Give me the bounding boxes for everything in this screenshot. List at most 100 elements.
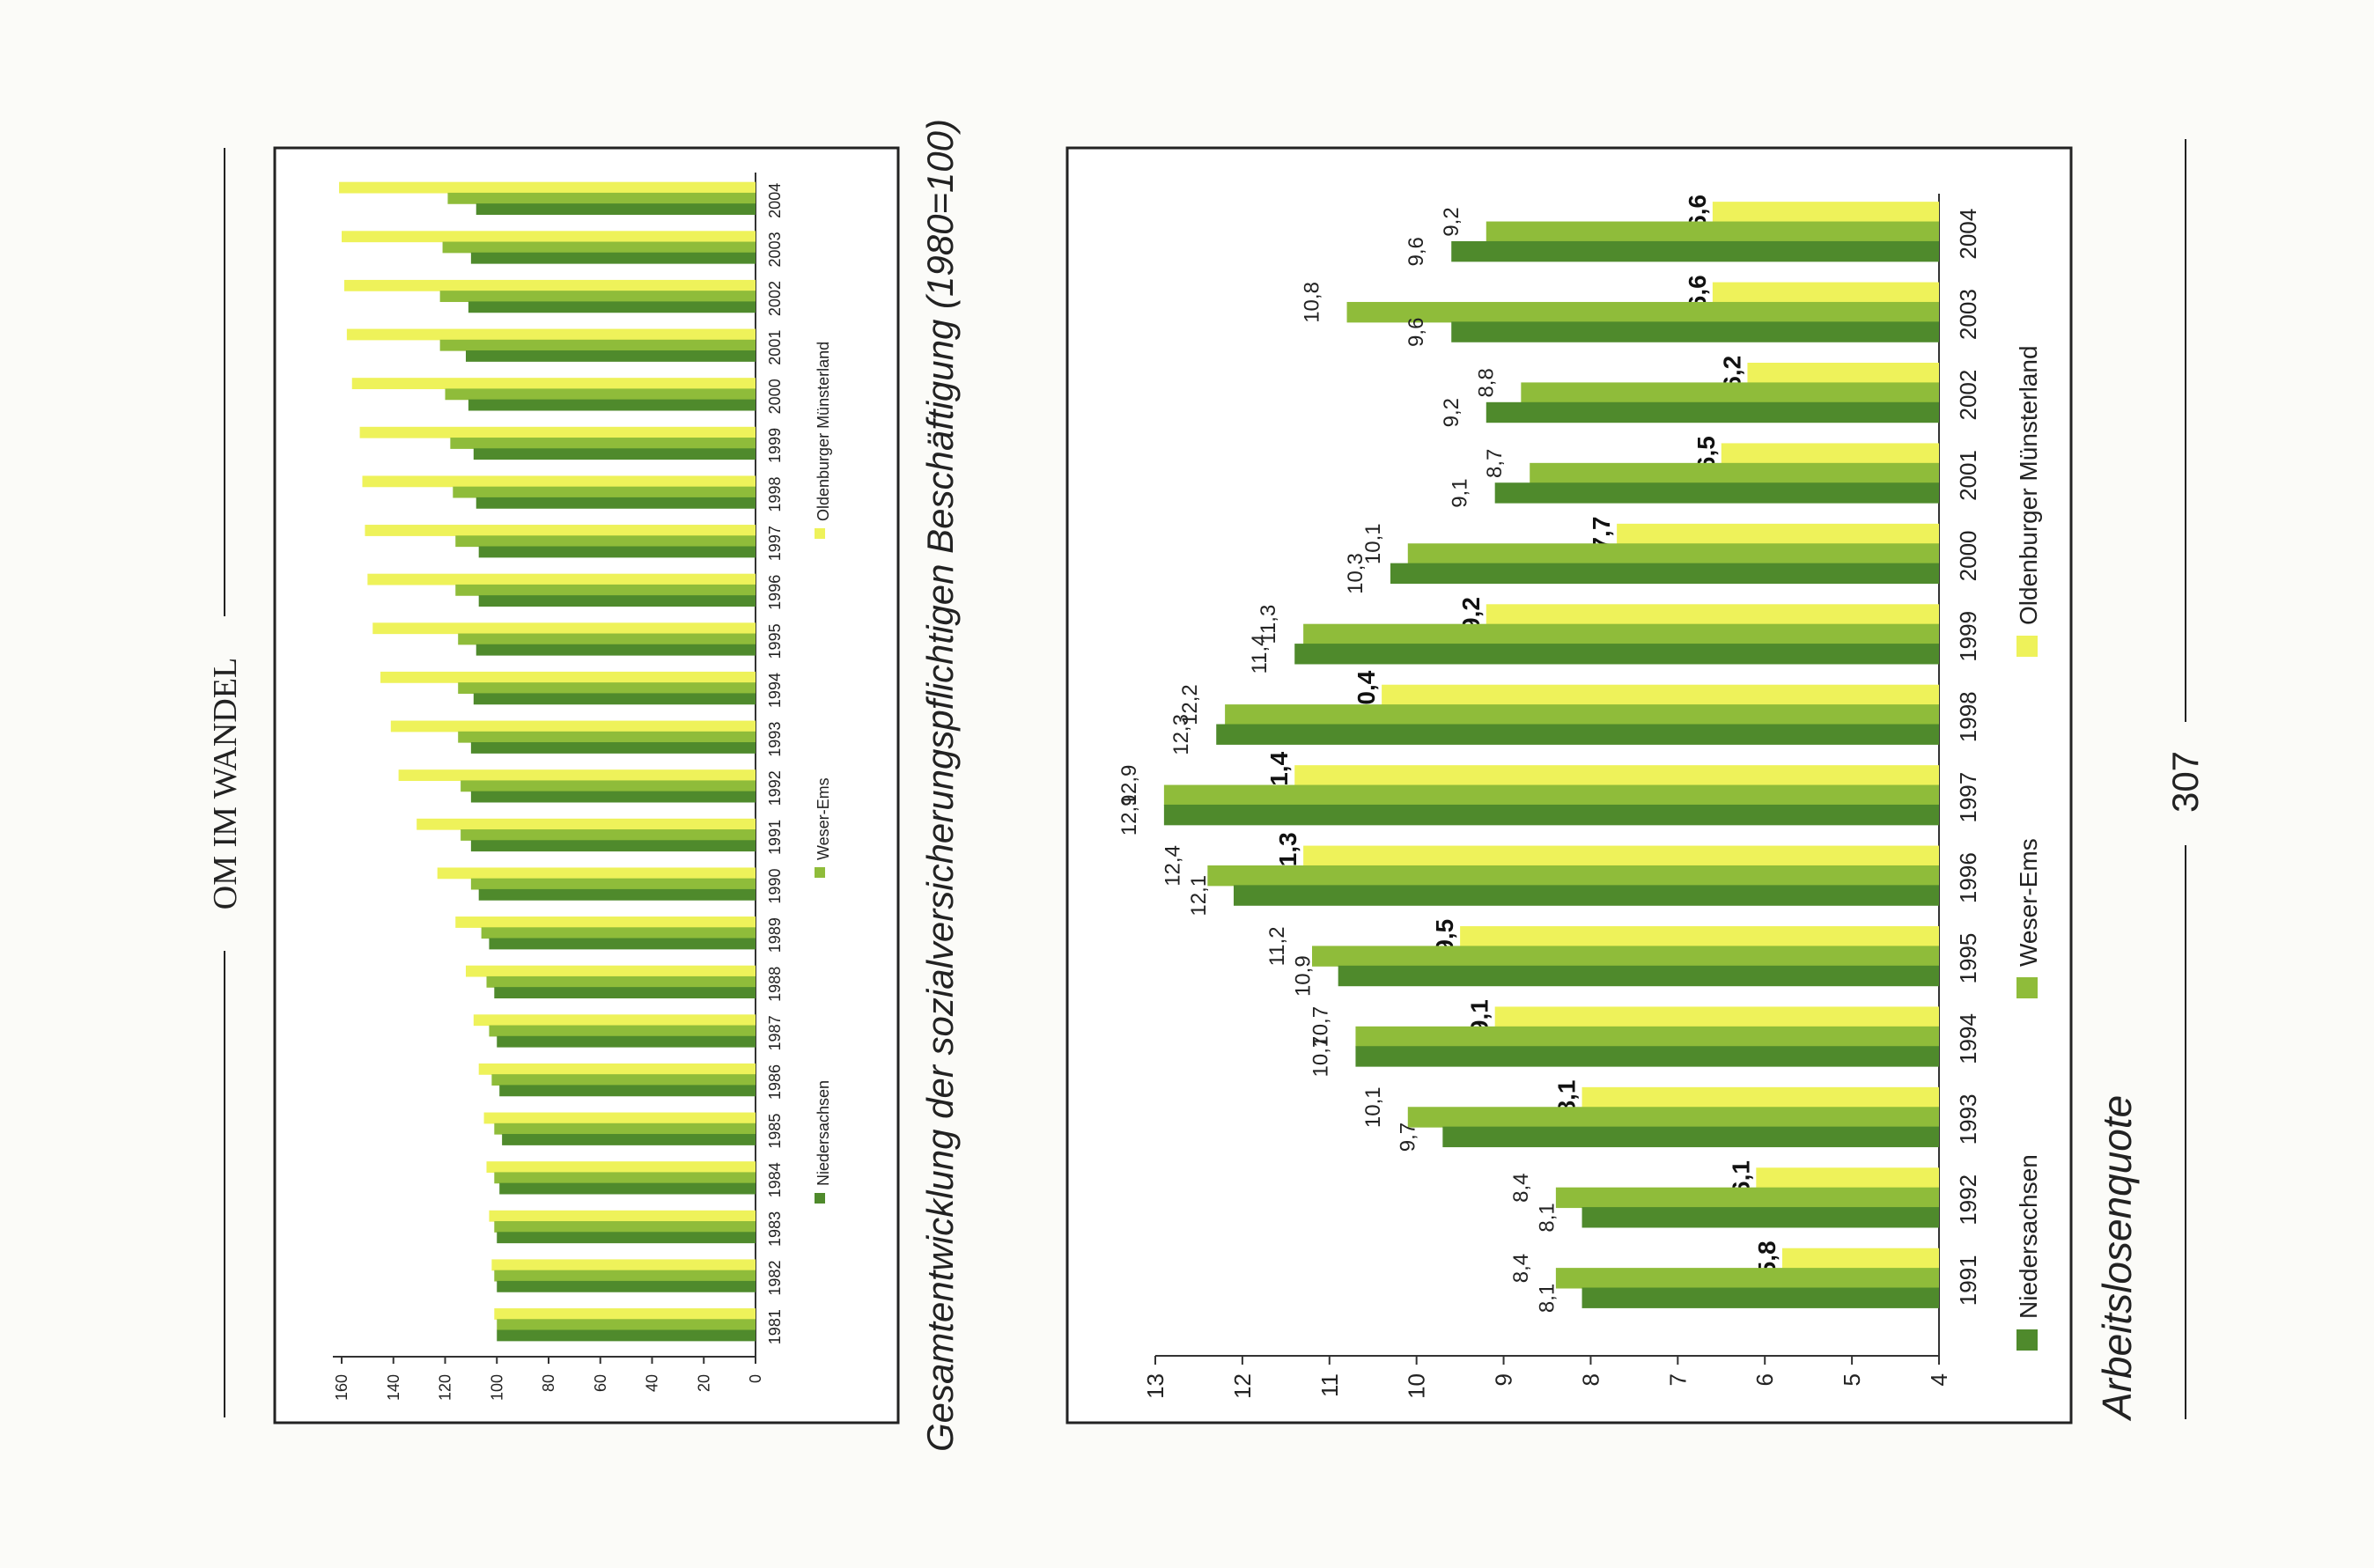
chart2-legend-label-oldenburger: Oldenburger Münsterland — [2015, 345, 2042, 625]
chart2-category-label: 1992 — [1955, 1174, 1981, 1226]
chart1-bar-weser-ems — [461, 829, 756, 841]
chart2-data-label-weser-ems: 10,7 — [1309, 1006, 1332, 1048]
chart1-bar-niedersachsen — [494, 987, 756, 998]
chart1-category-label: 1997 — [766, 526, 784, 561]
chart2-data-label-niedersachsen: 10,9 — [1292, 955, 1316, 997]
chart1-bar-niedersachsen — [476, 497, 756, 509]
chart1-category-label: 1987 — [766, 1015, 784, 1050]
chart1-bar-weser-ems — [470, 878, 756, 890]
chart2-legend-label-weser-ems: Weser-Ems — [2015, 838, 2042, 967]
chart1-value-tick-label: 40 — [644, 1374, 661, 1392]
chart2-bar-weser-ems — [1555, 1268, 1939, 1289]
unemployment-chart: 4567891011121319915,88,18,419926,18,18,4… — [1117, 194, 2042, 1399]
chart1-bar-niedersachsen — [473, 693, 756, 705]
chart2-bar-niedersachsen — [1163, 804, 1939, 826]
chart1-bar-weser-ems — [491, 1074, 756, 1086]
chart2-data-label-niedersachsen: 12,3 — [1169, 714, 1193, 755]
chart2-data-label-weser-ems: 11,2 — [1265, 926, 1289, 966]
chart2-bar-oldenburger — [1494, 1006, 1939, 1027]
chart1-bar-weser-ems — [450, 438, 756, 449]
chart1-bar-weser-ems — [489, 1025, 756, 1037]
chart2-bar-weser-ems — [1346, 301, 1939, 323]
chart2-value-tick-label: 7 — [1664, 1373, 1691, 1386]
chart1-bar-oldenburger — [486, 1161, 756, 1174]
chart1-bar-niedersachsen — [478, 546, 756, 558]
chart2-legend-swatch-oldenburger — [2016, 636, 2038, 657]
chart2-bar-niedersachsen — [1451, 321, 1939, 342]
chart2-value-tick-label: 13 — [1142, 1373, 1169, 1399]
chart1-category-label: 2001 — [766, 330, 784, 365]
chart1-bar-niedersachsen — [476, 644, 756, 656]
chart2-category-label: 1995 — [1955, 933, 1981, 984]
chart1-value-tick-label: 120 — [437, 1374, 454, 1401]
chart2-category-label: 1998 — [1955, 691, 1981, 742]
chart2-bar-niedersachsen — [1494, 482, 1939, 504]
chart2-data-label-niedersachsen: 8,1 — [1536, 1203, 1559, 1232]
chart2-data-label-weser-ems: 8,8 — [1474, 368, 1498, 397]
chart2-data-label-weser-ems: 8,7 — [1483, 449, 1507, 478]
chart2-bar-niedersachsen — [1581, 1287, 1939, 1308]
chart1-value-tick-label: 80 — [540, 1374, 557, 1392]
chart1-legend-label-weser-ems: Weser-Ems — [815, 777, 832, 860]
chart1-bar-niedersachsen — [470, 252, 756, 264]
chart1-bar-niedersachsen — [468, 301, 756, 313]
chart1-category-label: 1989 — [766, 917, 784, 953]
chart1-bar-niedersachsen — [497, 1035, 756, 1048]
chart2-bar-weser-ems — [1407, 1107, 1939, 1128]
chart1-category-label: 1991 — [766, 820, 784, 855]
chart1-bar-oldenburger — [359, 426, 756, 438]
chart1-bar-niedersachsen — [502, 1134, 756, 1145]
chart2-bar-niedersachsen — [1486, 401, 1939, 423]
chart2-bar-niedersachsen — [1390, 563, 1939, 585]
chart2-value-tick-label: 5 — [1839, 1373, 1865, 1386]
chart2-bar-oldenburger — [1382, 684, 1939, 706]
chart1-category-label: 2002 — [766, 281, 784, 316]
chart2-bar-niedersachsen — [1294, 644, 1939, 665]
chart2-data-label-weser-ems: 9,2 — [1440, 207, 1463, 236]
chart2-category-label: 1994 — [1955, 1013, 1981, 1064]
chart2-bar-weser-ems — [1555, 1187, 1939, 1209]
chart2-category-label: 1999 — [1955, 611, 1981, 662]
chart1-value-tick-label: 160 — [333, 1374, 350, 1401]
chart2-value-tick-label: 6 — [1751, 1373, 1778, 1386]
chart2-value-tick-label: 9 — [1491, 1373, 1517, 1386]
chart1-bar-weser-ems — [494, 1270, 756, 1282]
chart1-bar-weser-ems — [447, 192, 756, 204]
chart2-value-tick-label: 10 — [1404, 1373, 1430, 1399]
chart1-category-label: 1999 — [766, 428, 784, 463]
chart2-bar-weser-ems — [1163, 784, 1939, 806]
chart1-bar-niedersachsen — [476, 203, 756, 215]
chart1-bar-weser-ems — [494, 1221, 756, 1233]
chart1-category-label: 1990 — [766, 869, 784, 904]
chart2-data-label-niedersachsen: 8,1 — [1536, 1284, 1559, 1313]
chart2-bar-oldenburger — [1782, 1248, 1939, 1270]
chart2-data-label-niedersachsen: 12,9 — [1117, 794, 1141, 836]
chart1-value-tick-label: 60 — [592, 1374, 609, 1392]
chart2-bar-niedersachsen — [1451, 240, 1939, 262]
chart2-legend-label-niedersachsen: Niedersachsen — [2015, 1154, 2042, 1319]
chart1-category-label: 1982 — [766, 1261, 784, 1296]
chart2-data-label-weser-ems: 11,3 — [1257, 605, 1280, 644]
chart2-data-label-niedersachsen: 10,3 — [1344, 553, 1368, 594]
chart2-bar-oldenburger — [1294, 765, 1939, 786]
chart1-bar-oldenburger — [365, 525, 756, 536]
chart2-data-label-weser-ems: 8,4 — [1509, 1254, 1533, 1283]
chart2-legend-swatch-niedersachsen — [2016, 1329, 2038, 1351]
chart1-bar-weser-ems — [445, 388, 756, 401]
chart2-bar-weser-ems — [1486, 221, 1939, 242]
chart2-data-label-niedersachsen: 9,6 — [1404, 318, 1428, 347]
chart1-legend-swatch-niedersachsen — [815, 1193, 825, 1204]
chart2-bar-weser-ems — [1530, 462, 1939, 484]
chart1-legend-label-niedersachsen: Niedersachsen — [815, 1080, 832, 1186]
chart1-bar-oldenburger — [339, 181, 756, 194]
chart2-bar-weser-ems — [1225, 704, 1939, 725]
chart1-bar-niedersachsen — [473, 448, 756, 460]
chart1-bar-niedersachsen — [499, 1182, 756, 1195]
chart1-category-label: 1985 — [766, 1114, 784, 1149]
chart1-bar-niedersachsen — [466, 350, 756, 362]
chart1-category-label: 1981 — [766, 1309, 784, 1344]
chart2-title: Arbeitslosenquote — [2094, 1095, 2140, 1422]
chart2-bar-niedersachsen — [1442, 1126, 1939, 1148]
chart2-data-label-weser-ems: 10,1 — [1361, 523, 1385, 564]
chart2-data-label-niedersachsen: 9,6 — [1404, 237, 1428, 266]
